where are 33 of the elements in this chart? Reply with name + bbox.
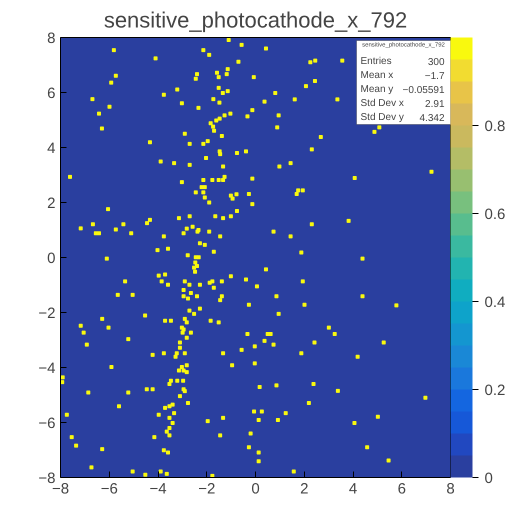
annotation: 300 xyxy=(428,57,445,68)
y-tick-label: 0 xyxy=(47,250,56,267)
annotation: 2.91 xyxy=(425,99,445,110)
annotation: Entries xyxy=(360,56,392,67)
x-tick-label: 2 xyxy=(300,480,308,498)
y-tick-label: 4 xyxy=(47,140,56,157)
y-tick-label: −2 xyxy=(38,305,56,322)
y-tick-label: −8 xyxy=(38,470,56,487)
y-tick-label: 6 xyxy=(47,85,56,102)
annotation: Std Dev y xyxy=(360,112,404,123)
y-tick-label: 8 xyxy=(47,30,56,47)
color-bar-label: 0.6 xyxy=(484,206,506,223)
annotation: 4.342 xyxy=(419,113,445,124)
x-tick-label: −4 xyxy=(149,480,167,498)
y-tick-label: −4 xyxy=(38,360,56,377)
y-tick-label: 2 xyxy=(47,195,56,212)
x-tick-label: 8 xyxy=(446,480,455,498)
x-tick-label: 0 xyxy=(251,480,260,498)
color-bar-label: 0.4 xyxy=(484,294,506,311)
annotation: Mean y xyxy=(360,84,394,95)
annotation: Mean x xyxy=(360,70,394,81)
x-tick-label: −6 xyxy=(100,480,118,498)
x-tick-label: 4 xyxy=(348,480,358,498)
annotation: −1.7 xyxy=(424,71,445,82)
x-tick-label: 6 xyxy=(398,480,406,498)
chart-title: sensitive_photocathode_x_792 xyxy=(104,8,408,32)
color-bar-label: 0.8 xyxy=(484,118,506,135)
annotation: Std Dev x xyxy=(360,98,404,109)
x-tick-label: −2 xyxy=(198,480,216,498)
y-tick-label: −6 xyxy=(38,415,56,432)
color-bar-label: 0 xyxy=(484,470,493,487)
color-bar-label: 0.2 xyxy=(484,382,506,399)
annotation: −0.05591 xyxy=(402,85,445,96)
